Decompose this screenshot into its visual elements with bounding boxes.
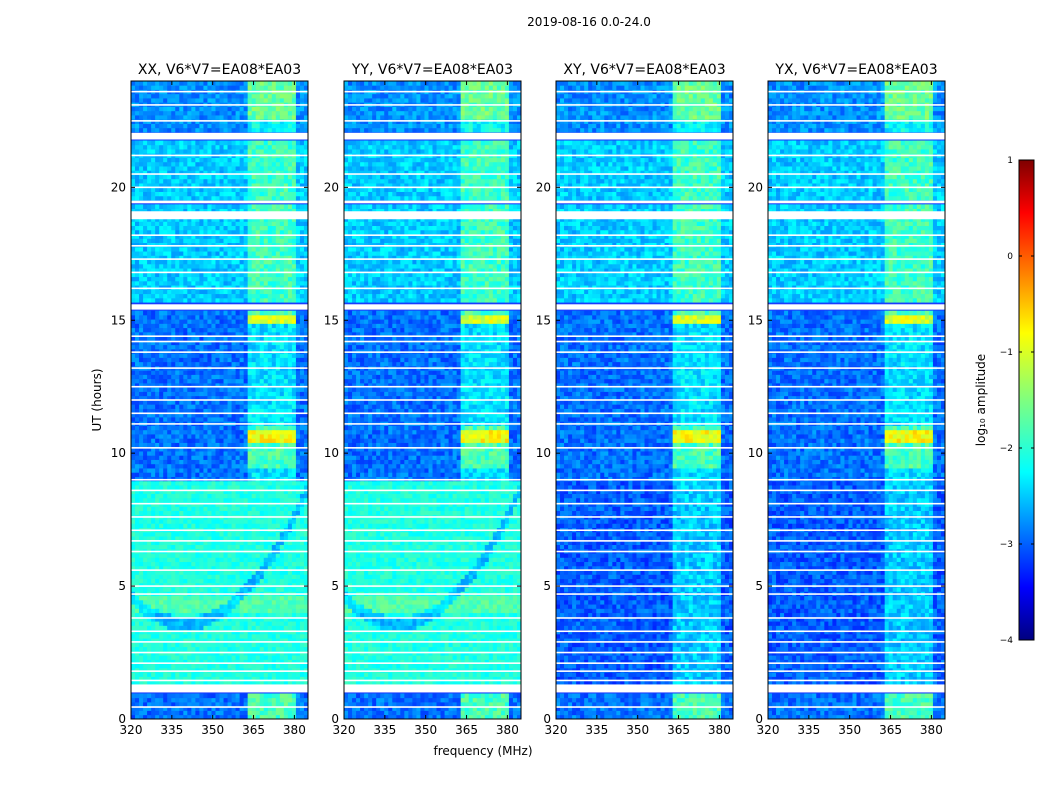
y-tick-label: 5 — [543, 579, 551, 593]
y-tick-label: 15 — [536, 313, 551, 327]
spectrogram-xx — [131, 81, 308, 719]
y-tick-label: 5 — [331, 579, 339, 593]
y-tick-label: 15 — [748, 313, 763, 327]
x-tick-label: 380 — [708, 723, 731, 737]
x-tick-label: 350 — [201, 723, 224, 737]
colorbar-tick-label: −1 — [1000, 348, 1013, 358]
x-tick-label: 320 — [545, 723, 568, 737]
panel-xy: XY, V6*V7=EA08*EA03 320 335 350 365 380 0 5 10 15… — [536, 62, 734, 737]
x-tick-label: 350 — [414, 723, 437, 737]
spectrogram-yy — [344, 81, 521, 719]
x-tick-label: 365 — [242, 723, 265, 737]
x-tick-label: 380 — [496, 723, 519, 737]
y-tick-label: 20 — [536, 180, 551, 194]
x-tick-label: 380 — [920, 723, 943, 737]
panel-title: XY, V6*V7=EA08*EA03 — [563, 62, 725, 78]
colorbar-gradient — [1018, 159, 1035, 641]
panel-frame — [343, 80, 522, 720]
y-tick-label: 0 — [755, 712, 763, 726]
x-tick-label: 335 — [585, 723, 608, 737]
x-tick-label: 365 — [455, 723, 478, 737]
panel-frame — [767, 80, 946, 720]
panel-title: YX, V6*V7=EA08*EA03 — [774, 62, 937, 78]
y-tick-label: 15 — [111, 313, 126, 327]
colorbar-tick-label: −4 — [1000, 636, 1014, 646]
x-tick-label: 320 — [757, 723, 780, 737]
figure-suptitle: 2019-08-16 0.0-24.0 — [527, 15, 651, 29]
panels: XX, V6*V7=EA08*EA03 320 335 350 365 380 0 5 10 15… — [111, 62, 946, 737]
x-tick-label: 335 — [373, 723, 396, 737]
panel-xx: XX, V6*V7=EA08*EA03 320 335 350 365 380 0 5 10 15… — [111, 62, 309, 737]
x-tick-label: 380 — [283, 723, 306, 737]
y-tick-label: 15 — [324, 313, 339, 327]
y-tick-label: 5 — [755, 579, 763, 593]
x-tick-label: 320 — [120, 723, 143, 737]
x-tick-label: 350 — [838, 723, 861, 737]
x-tick-label: 335 — [160, 723, 183, 737]
y-tick-label: 20 — [111, 180, 126, 194]
y-tick-label: 10 — [324, 446, 339, 460]
y-tick-label: 20 — [748, 180, 763, 194]
y-axis-label: UT (hours) — [90, 368, 104, 431]
panel-yy: YY, V6*V7=EA08*EA03 320 335 350 365 380 0 5 10 15… — [324, 62, 522, 737]
x-tick-label: 365 — [879, 723, 902, 737]
panel-yx: YX, V6*V7=EA08*EA03 320 335 350 365 380 0 5 10 15… — [748, 62, 946, 737]
y-tick-label: 20 — [324, 180, 339, 194]
colorbar-tick-label: 0 — [1007, 252, 1013, 262]
y-tick-label: 10 — [111, 446, 126, 460]
panel-frame — [130, 80, 309, 720]
x-tick-label: 320 — [333, 723, 356, 737]
colorbar: 1 0 −1 −2 −3 −4 log₁₀ amplitude — [974, 156, 1035, 646]
y-tick-label: 0 — [118, 712, 126, 726]
colorbar-label: log₁₀ amplitude — [974, 354, 988, 446]
y-tick-label: 0 — [331, 712, 339, 726]
x-tick-label: 365 — [667, 723, 690, 737]
x-axis-label: frequency (MHz) — [433, 744, 532, 758]
y-tick-label: 10 — [748, 446, 763, 460]
spectrogram-yx — [768, 81, 945, 719]
colorbar-tick-label: −2 — [1000, 444, 1013, 454]
x-tick-label: 335 — [797, 723, 820, 737]
y-tick-label: 10 — [536, 446, 551, 460]
y-tick-label: 5 — [118, 579, 126, 593]
colorbar-tick-label: −3 — [1000, 540, 1013, 550]
panel-title: YY, V6*V7=EA08*EA03 — [351, 62, 513, 78]
spectrogram-xy — [556, 81, 733, 719]
x-tick-label: 350 — [626, 723, 649, 737]
panel-title: XX, V6*V7=EA08*EA03 — [138, 62, 301, 78]
panel-frame — [555, 80, 734, 720]
y-tick-label: 0 — [543, 712, 551, 726]
colorbar-tick-label: 1 — [1007, 156, 1013, 166]
